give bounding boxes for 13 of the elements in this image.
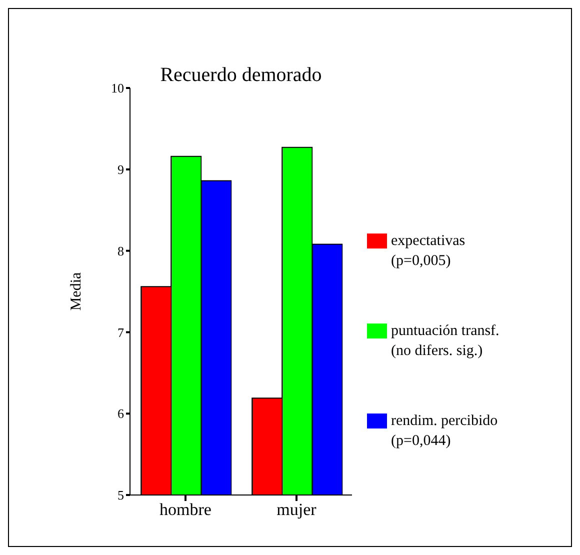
y-axis-title: Media bbox=[68, 272, 84, 311]
legend-label: rendim. percibido (p=0,044) bbox=[391, 412, 499, 451]
y-tick-label: 9 bbox=[118, 162, 124, 178]
legend-label: puntuación transf. (no difers. sig.) bbox=[391, 322, 500, 361]
legend-label: expectativas (p=0,005) bbox=[391, 232, 466, 271]
chart-title: Recuerdo demorado bbox=[159, 64, 323, 87]
y-tick-label: 8 bbox=[118, 243, 124, 258]
x-tick-label: mujer bbox=[276, 500, 317, 520]
y-tick-label: 10 bbox=[111, 80, 124, 96]
x-tick-label: hombre bbox=[160, 500, 212, 520]
y-tick-label: 6 bbox=[118, 406, 124, 422]
y-tick-label: 7 bbox=[118, 324, 124, 340]
y-tick-label: 5 bbox=[118, 488, 124, 503]
